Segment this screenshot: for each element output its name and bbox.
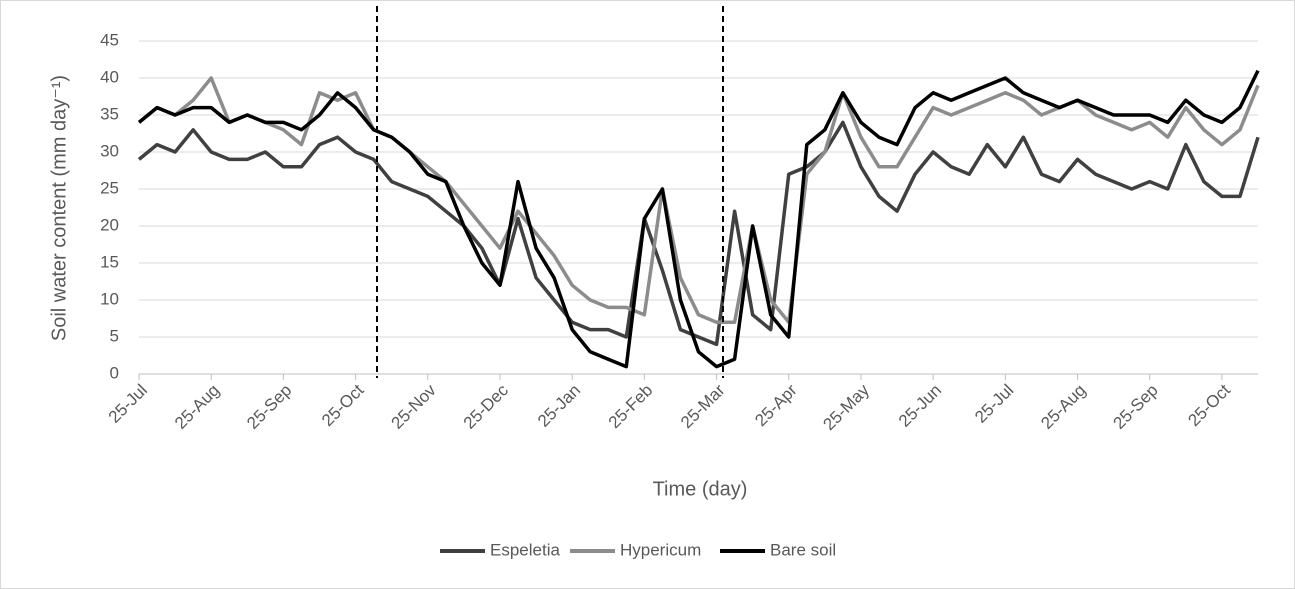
legend-label: Bare soil	[770, 540, 836, 559]
line-series	[137, 69, 1260, 369]
y-tick-label: 0	[110, 363, 119, 382]
line-series	[137, 120, 1260, 347]
y-tick-label: 40	[100, 67, 119, 86]
x-axis-title: Time (day)	[653, 478, 748, 500]
legend-label: Espeletia	[490, 540, 560, 559]
y-tick-label: 5	[110, 326, 119, 345]
y-axis-title: Soil water content (mm day⁻¹)	[48, 75, 70, 341]
y-tick-label: 35	[100, 104, 119, 123]
y-tick-label: 15	[100, 252, 119, 271]
y-tick-label: 25	[100, 178, 119, 197]
y-tick-label: 10	[100, 289, 119, 308]
legend-label: Hypericum	[620, 540, 701, 559]
y-tick-label: 30	[100, 141, 119, 160]
y-tick-label: 20	[100, 215, 119, 234]
y-tick-label: 45	[100, 30, 119, 49]
